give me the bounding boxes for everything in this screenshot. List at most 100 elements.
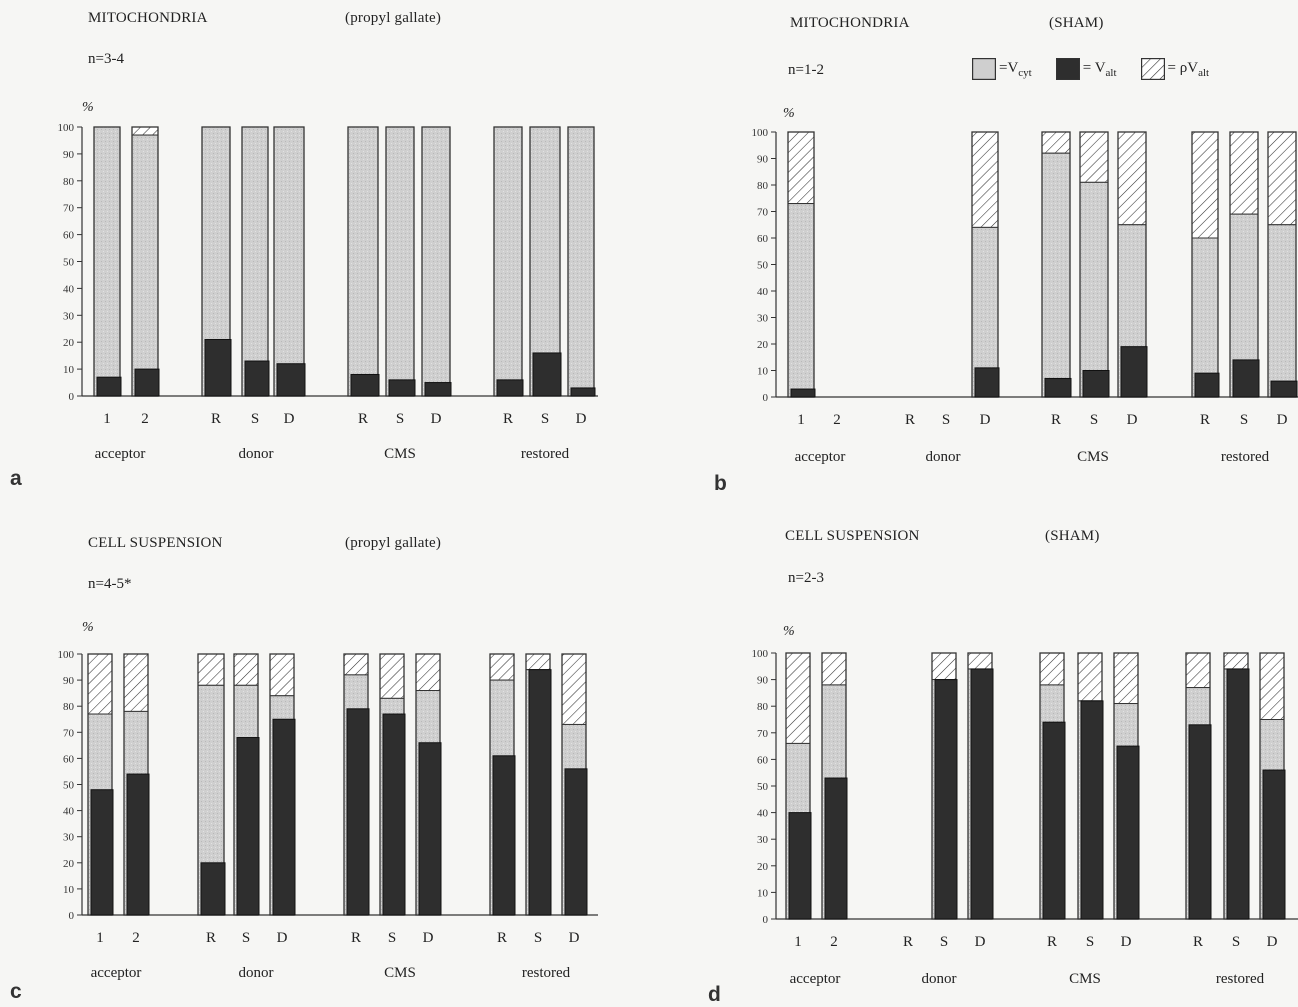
bar-segment-valt	[533, 353, 561, 396]
x-tick-label: S	[1232, 934, 1240, 950]
chart-title: CELL SUSPENSION	[785, 528, 920, 545]
bar-segment-valt	[1117, 746, 1139, 919]
panel-letter: a	[10, 467, 22, 491]
y-tick-label: 20	[63, 337, 75, 349]
bar-segment-valt	[347, 709, 369, 915]
y-tick-label: 20	[757, 339, 769, 351]
x-tick-label: S	[251, 411, 259, 427]
bar-donor-D	[972, 132, 999, 397]
bar-restored-S	[530, 127, 561, 396]
bar-segment-valt	[91, 790, 113, 915]
x-tick-label: S	[541, 411, 549, 427]
bar-segment-rho-valt	[1224, 653, 1248, 669]
y-tick-label: 60	[757, 754, 769, 766]
bar-donor-S	[242, 127, 269, 396]
bar-segment-valt	[389, 380, 415, 396]
bar-donor-D	[274, 127, 305, 396]
y-tick-label: 90	[63, 149, 75, 161]
x-tick-label: 2	[141, 411, 149, 427]
bar-segment-vcyt	[348, 127, 378, 396]
x-tick-label: S	[242, 930, 250, 946]
bar-segment-valt	[1121, 347, 1147, 397]
y-axis-label: %	[82, 100, 94, 116]
x-tick-label: R	[497, 930, 507, 946]
bar-segment-valt	[97, 377, 121, 396]
x-tick-label: S	[396, 411, 404, 427]
bar-acceptor-1	[786, 653, 811, 919]
y-tick-label: 0	[763, 392, 769, 404]
y-tick-label: 40	[757, 808, 769, 820]
x-tick-label: D	[576, 411, 587, 427]
y-axis-label: %	[783, 106, 795, 122]
bar-segment-rho-valt	[380, 654, 404, 698]
bar-segment-valt	[273, 719, 295, 915]
y-tick-label: 40	[757, 286, 769, 298]
bar-CMS-R	[344, 654, 369, 915]
bar-restored-D	[1260, 653, 1285, 919]
x-group-label: restored	[1221, 449, 1270, 465]
panel-letter: d	[708, 983, 721, 1007]
bar-segment-valt	[201, 863, 225, 915]
x-group-label: donor	[922, 971, 957, 987]
chart-subtitle: (propyl gallate)	[345, 535, 441, 552]
x-tick-label: S	[1090, 412, 1098, 428]
x-tick-label: S	[1240, 412, 1248, 428]
bar-segment-rho-valt	[132, 127, 158, 135]
bar-segment-vcyt	[1042, 153, 1070, 397]
x-group-label: acceptor	[795, 449, 846, 465]
bar-segment-rho-valt	[1114, 653, 1138, 704]
bar-segment-valt	[1043, 722, 1065, 919]
bar-segment-rho-valt	[344, 654, 368, 675]
x-tick-label: S	[388, 930, 396, 946]
bar-CMS-R	[1040, 653, 1065, 919]
bar-acceptor-1	[788, 132, 815, 397]
bar-segment-vcyt	[422, 127, 450, 396]
sample-size-label: n=1-2	[788, 62, 824, 79]
bar-segment-vcyt	[788, 204, 814, 397]
bar-segment-valt	[127, 774, 149, 915]
bar-segment-rho-valt	[198, 654, 224, 685]
x-tick-label: D	[277, 930, 288, 946]
bar-segment-valt	[419, 743, 441, 915]
x-group-label: donor	[926, 449, 961, 465]
bar-segment-valt	[135, 369, 159, 396]
bar-restored-D	[568, 127, 595, 396]
y-tick-label: 60	[63, 230, 75, 242]
chart-subtitle: (SHAM)	[1049, 15, 1104, 32]
bar-segment-valt	[425, 383, 451, 396]
chart-subtitle: (propyl gallate)	[345, 10, 441, 27]
x-tick-label: R	[211, 411, 221, 427]
bar-restored-S	[526, 654, 551, 915]
bar-segment-valt	[245, 361, 269, 396]
bar-segment-rho-valt	[822, 653, 846, 685]
y-tick-label: 10	[757, 366, 769, 378]
bar-restored-R	[494, 127, 523, 396]
x-tick-label: S	[942, 412, 950, 428]
bar-CMS-D	[416, 654, 441, 915]
y-tick-label: 90	[757, 154, 769, 166]
y-tick-label: 10	[63, 364, 75, 376]
bar-restored-R	[1192, 132, 1219, 397]
x-group-label: restored	[1216, 971, 1265, 987]
bar-segment-valt	[277, 364, 305, 396]
x-tick-label: D	[1267, 934, 1278, 950]
x-tick-label: 1	[797, 412, 805, 428]
bar-restored-R	[490, 654, 515, 915]
sample-size-label: n=3-4	[88, 51, 124, 68]
bar-segment-valt	[205, 340, 231, 396]
sample-size-label: n=4-5*	[88, 576, 131, 593]
y-tick-label: 70	[63, 727, 75, 739]
x-tick-label: 2	[132, 930, 140, 946]
bar-segment-valt	[975, 368, 999, 397]
y-tick-label: 0	[69, 391, 75, 403]
y-axis-label: %	[783, 624, 795, 640]
y-tick-label: 10	[757, 887, 769, 899]
x-group-label: CMS	[1077, 449, 1109, 465]
bar-acceptor-2	[822, 653, 847, 919]
bar-donor-S	[234, 654, 259, 915]
x-tick-label: 1	[794, 934, 802, 950]
bar-segment-rho-valt	[1118, 132, 1146, 225]
x-tick-label: D	[980, 412, 991, 428]
y-tick-label: 80	[63, 176, 75, 188]
